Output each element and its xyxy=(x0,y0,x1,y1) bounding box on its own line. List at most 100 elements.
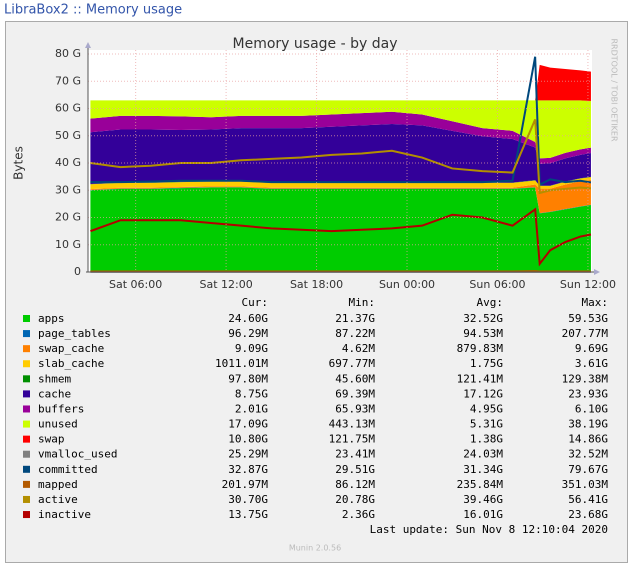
legend-name: committed xyxy=(38,463,98,476)
legend-stat: 69.39M xyxy=(335,387,375,400)
legend-stat: 20.78G xyxy=(335,493,375,506)
legend-stat: 697.77M xyxy=(329,357,376,370)
legend-stat: 121.41M xyxy=(457,372,504,385)
legend-name: slab_cache xyxy=(38,357,104,370)
side-label: RRDTOOL / TOBI OETIKER xyxy=(610,38,619,141)
legend-stat: 1.38G xyxy=(470,433,503,446)
legend-stat: 32.87G xyxy=(228,463,268,476)
legend-stat: 9.69G xyxy=(575,342,608,355)
legend-stat: 16.01G xyxy=(463,508,503,521)
legend-stat: 4.95G xyxy=(470,402,503,415)
legend-stat: 38.19G xyxy=(568,418,608,431)
legend-stat: 3.61G xyxy=(575,357,608,370)
y-axis-label: Bytes xyxy=(12,146,26,180)
legend-stat: 1.75G xyxy=(470,357,503,370)
legend-stat: 1011.01M xyxy=(215,357,268,370)
legend-name: buffers xyxy=(38,402,84,415)
legend-stat: 87.22M xyxy=(335,327,375,340)
legend-swatch xyxy=(23,496,30,503)
page-title[interactable]: LibraBox2 :: Memory usage xyxy=(4,3,182,18)
legend-stat: 32.52M xyxy=(568,448,608,461)
y-tick-label: 60 G xyxy=(55,102,81,115)
legend-name: unused xyxy=(38,418,78,431)
legend-stat: 65.93M xyxy=(335,402,375,415)
legend-stat: 10.80G xyxy=(228,433,268,446)
legend-header: Cur: xyxy=(242,296,269,309)
legend-stat: 25.29M xyxy=(228,448,268,461)
legend-stat: 96.29M xyxy=(228,327,268,340)
legend-stat: 2.01G xyxy=(235,402,268,415)
legend-name: vmalloc_used xyxy=(38,448,117,461)
legend-stat: 29.51G xyxy=(335,463,375,476)
legend-stat: 56.41G xyxy=(568,493,608,506)
x-tick-label: Sun 12:00 xyxy=(560,278,616,291)
x-tick-label: Sun 00:00 xyxy=(379,278,435,291)
legend-swatch xyxy=(23,436,30,443)
legend-name: page_tables xyxy=(38,327,111,340)
legend-name: active xyxy=(38,493,78,506)
y-tick-label: 80 G xyxy=(55,47,81,60)
legend-stat: 23.93G xyxy=(568,387,608,400)
y-tick-label: 50 G xyxy=(55,129,81,142)
x-tick-label: Sat 12:00 xyxy=(199,278,252,291)
legend-stat: 59.53G xyxy=(568,312,608,325)
y-tick-label: 30 G xyxy=(55,183,81,196)
legend-stat: 32.52G xyxy=(463,312,503,325)
legend-stat: 9.09G xyxy=(235,342,268,355)
legend-swatch xyxy=(23,421,30,428)
y-tick-label: 10 G xyxy=(55,238,81,251)
legend-stat: 13.75G xyxy=(228,508,268,521)
legend-swatch xyxy=(23,345,30,352)
legend-stat: 121.75M xyxy=(329,433,376,446)
legend-stat: 45.60M xyxy=(335,372,375,385)
legend-stat: 86.12M xyxy=(335,478,375,491)
legend-stat: 8.75G xyxy=(235,387,268,400)
legend-header: Avg: xyxy=(477,296,504,309)
legend-name: inactive xyxy=(38,508,91,521)
y-tick-label: 70 G xyxy=(55,74,81,87)
legend-stat: 24.60G xyxy=(228,312,268,325)
legend-stat: 201.97M xyxy=(222,478,269,491)
last-update: Last update: Sun Nov 8 12:10:04 2020 xyxy=(370,523,608,536)
legend-name: apps xyxy=(38,312,65,325)
legend-name: swap xyxy=(38,433,65,446)
legend-header: Max: xyxy=(582,296,609,309)
legend-stat: 17.12G xyxy=(463,387,503,400)
legend-stat: 6.10G xyxy=(575,402,608,415)
legend-swatch xyxy=(23,330,30,337)
legend-stat: 235.84M xyxy=(457,478,504,491)
legend-stat: 97.80M xyxy=(228,372,268,385)
legend-swatch xyxy=(23,466,30,473)
legend-swatch xyxy=(23,315,30,322)
legend-stat: 17.09G xyxy=(228,418,268,431)
legend-stat: 31.34G xyxy=(463,463,503,476)
legend-stat: 39.46G xyxy=(463,493,503,506)
y-tick-label: 0 xyxy=(74,265,81,278)
legend-swatch xyxy=(23,375,30,382)
legend-stat: 24.03M xyxy=(463,448,503,461)
legend-name: shmem xyxy=(38,372,71,385)
y-tick-label: 40 G xyxy=(55,156,81,169)
legend-stat: 23.68G xyxy=(568,508,608,521)
legend-name: swap_cache xyxy=(38,342,104,355)
legend-swatch xyxy=(23,405,30,412)
footer: Munin 2.0.56 xyxy=(289,544,341,553)
legend-swatch xyxy=(23,511,30,518)
legend-stat: 5.31G xyxy=(470,418,503,431)
legend-swatch xyxy=(23,451,30,458)
legend-stat: 351.03M xyxy=(562,478,609,491)
legend-stat: 79.67G xyxy=(568,463,608,476)
legend-stat: 21.37G xyxy=(335,312,375,325)
legend-stat: 14.86G xyxy=(568,433,608,446)
legend-stat: 129.38M xyxy=(562,372,609,385)
legend-stat: 23.41M xyxy=(335,448,375,461)
legend-swatch xyxy=(23,481,30,488)
legend-swatch xyxy=(23,390,30,397)
x-tick-label: Sat 06:00 xyxy=(109,278,162,291)
legend-name: cache xyxy=(38,387,71,400)
legend-stat: 4.62M xyxy=(342,342,375,355)
chart-title: Memory usage - by day xyxy=(233,36,398,52)
legend-stat: 2.36G xyxy=(342,508,375,521)
